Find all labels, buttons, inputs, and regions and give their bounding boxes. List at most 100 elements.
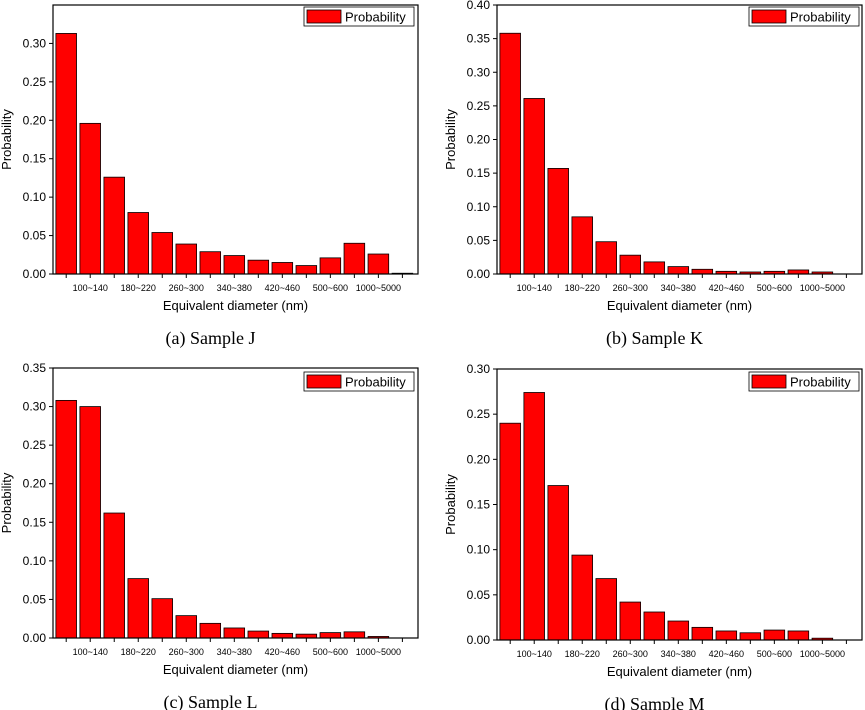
chart-panel-b: 0.00 0.05 0.10 0.15 0.20 0.25 0.30 0.35 0.40 100~… bbox=[443, 0, 863, 349]
bar bbox=[103, 512, 125, 639]
y-tick-label: 0.25 bbox=[23, 75, 47, 89]
y-tick-label: 0.15 bbox=[23, 152, 47, 166]
x-tick-label: 420~460 bbox=[709, 283, 744, 293]
legend-label: Probability bbox=[790, 10, 851, 25]
y-tick-label: 0.05 bbox=[467, 233, 491, 247]
bar bbox=[787, 630, 810, 641]
bar bbox=[55, 33, 77, 275]
plot-frame bbox=[52, 4, 419, 275]
chart-panel-a: 0.00 0.05 0.10 0.15 0.20 0.25 0.30 100~140 180~2… bbox=[0, 4, 419, 349]
legend-label: Probability bbox=[345, 375, 406, 390]
x-tick-label: 260~300 bbox=[169, 283, 204, 293]
bar bbox=[271, 632, 294, 639]
bar bbox=[547, 168, 569, 275]
y-tick-label: 0.10 bbox=[467, 543, 491, 557]
y-tick-label: 0.00 bbox=[467, 633, 491, 647]
bar bbox=[343, 631, 366, 639]
bar bbox=[787, 269, 810, 275]
y-tick-label: 0.25 bbox=[467, 407, 491, 421]
y-tick-label: 0.20 bbox=[467, 133, 491, 147]
bar bbox=[199, 622, 222, 639]
bar bbox=[103, 176, 125, 275]
y-tick-label: 0.05 bbox=[467, 588, 491, 602]
legend-swatch bbox=[306, 9, 342, 24]
x-tick-label: 500~600 bbox=[757, 283, 792, 293]
x-tick-label: 100~140 bbox=[73, 647, 108, 657]
x-axis-title: Equivalent diameter (nm) bbox=[163, 662, 308, 677]
y-tick-label: 0.20 bbox=[23, 113, 47, 127]
x-tick-label: 180~220 bbox=[121, 283, 156, 293]
x-tick-label: 500~600 bbox=[313, 283, 348, 293]
x-tick-label: 500~600 bbox=[313, 647, 348, 657]
bar bbox=[127, 578, 149, 639]
y-tick-label: 0.10 bbox=[467, 200, 491, 214]
bar bbox=[247, 259, 270, 275]
legend-swatch bbox=[751, 9, 787, 24]
bar bbox=[739, 632, 762, 641]
x-tick-label: 100~140 bbox=[517, 283, 552, 293]
legend: Probability bbox=[748, 6, 860, 27]
bar bbox=[499, 422, 521, 641]
x-tick-label: 420~460 bbox=[265, 647, 300, 657]
x-tick-label: 420~460 bbox=[265, 283, 300, 293]
x-tick-label: 180~220 bbox=[565, 649, 600, 659]
bar bbox=[667, 266, 690, 275]
bar bbox=[643, 611, 666, 641]
bar bbox=[715, 630, 738, 641]
x-axis-title: Equivalent diameter (nm) bbox=[163, 298, 308, 313]
bar bbox=[79, 122, 101, 275]
panel-caption: (d) Sample M bbox=[605, 694, 705, 710]
x-tick-label: 260~300 bbox=[613, 283, 648, 293]
legend-swatch bbox=[306, 374, 342, 389]
bar bbox=[571, 554, 593, 641]
bar bbox=[523, 98, 545, 275]
y-tick-label: 0.10 bbox=[23, 190, 47, 204]
x-tick-label: 180~220 bbox=[121, 647, 156, 657]
x-tick-label: 260~300 bbox=[169, 647, 204, 657]
panel-caption: (b) Sample K bbox=[606, 328, 703, 349]
x-tick-label: 100~140 bbox=[73, 283, 108, 293]
y-tick-label: 0.35 bbox=[467, 32, 491, 46]
x-tick-label: 340~380 bbox=[661, 283, 696, 293]
y-tick-label: 0.30 bbox=[467, 362, 491, 376]
x-axis-title: Equivalent diameter (nm) bbox=[607, 664, 752, 679]
y-tick-label: 0.35 bbox=[23, 361, 47, 375]
y-tick-label: 0.20 bbox=[467, 452, 491, 466]
bar bbox=[151, 232, 173, 275]
y-axis-title: Probability bbox=[443, 474, 458, 535]
x-tick-label: 1000~5000 bbox=[800, 283, 845, 293]
legend: Probability bbox=[303, 371, 415, 392]
bar bbox=[343, 242, 366, 275]
plot-frame bbox=[52, 367, 419, 639]
x-tick-label: 1000~5000 bbox=[356, 647, 401, 657]
bar bbox=[523, 392, 545, 641]
y-tick-label: 0.05 bbox=[23, 229, 47, 243]
chart-panel-c: 0.00 0.05 0.10 0.15 0.20 0.25 0.30 0.35 100~140 1… bbox=[0, 361, 419, 710]
y-axis-title: Probability bbox=[443, 109, 458, 170]
x-tick-label: 500~600 bbox=[757, 649, 792, 659]
bar bbox=[643, 261, 666, 275]
x-tick-label: 1000~5000 bbox=[356, 283, 401, 293]
bar bbox=[667, 620, 690, 641]
bar bbox=[223, 627, 246, 639]
y-tick-label: 0.00 bbox=[23, 631, 47, 645]
bar bbox=[691, 268, 714, 275]
chart-panel-d: 0.00 0.05 0.10 0.15 0.20 0.25 0.30 100~140 180~2… bbox=[443, 362, 863, 710]
panel-caption: (c) Sample L bbox=[164, 692, 258, 710]
x-tick-label: 340~380 bbox=[217, 647, 252, 657]
y-tick-label: 0.20 bbox=[23, 477, 47, 491]
x-tick-label: 340~380 bbox=[217, 283, 252, 293]
y-tick-label: 0.30 bbox=[23, 36, 47, 50]
bar bbox=[199, 251, 222, 275]
y-tick-label: 0.15 bbox=[23, 515, 47, 529]
x-tick-label: 340~380 bbox=[661, 649, 696, 659]
bar bbox=[319, 257, 342, 275]
y-tick-label: 0.10 bbox=[23, 554, 47, 568]
bar bbox=[763, 629, 786, 641]
bar bbox=[367, 253, 390, 275]
bar bbox=[151, 598, 173, 639]
bar bbox=[595, 578, 617, 641]
legend-label: Probability bbox=[790, 375, 851, 390]
bar bbox=[319, 632, 342, 639]
y-tick-label: 0.15 bbox=[467, 166, 491, 180]
